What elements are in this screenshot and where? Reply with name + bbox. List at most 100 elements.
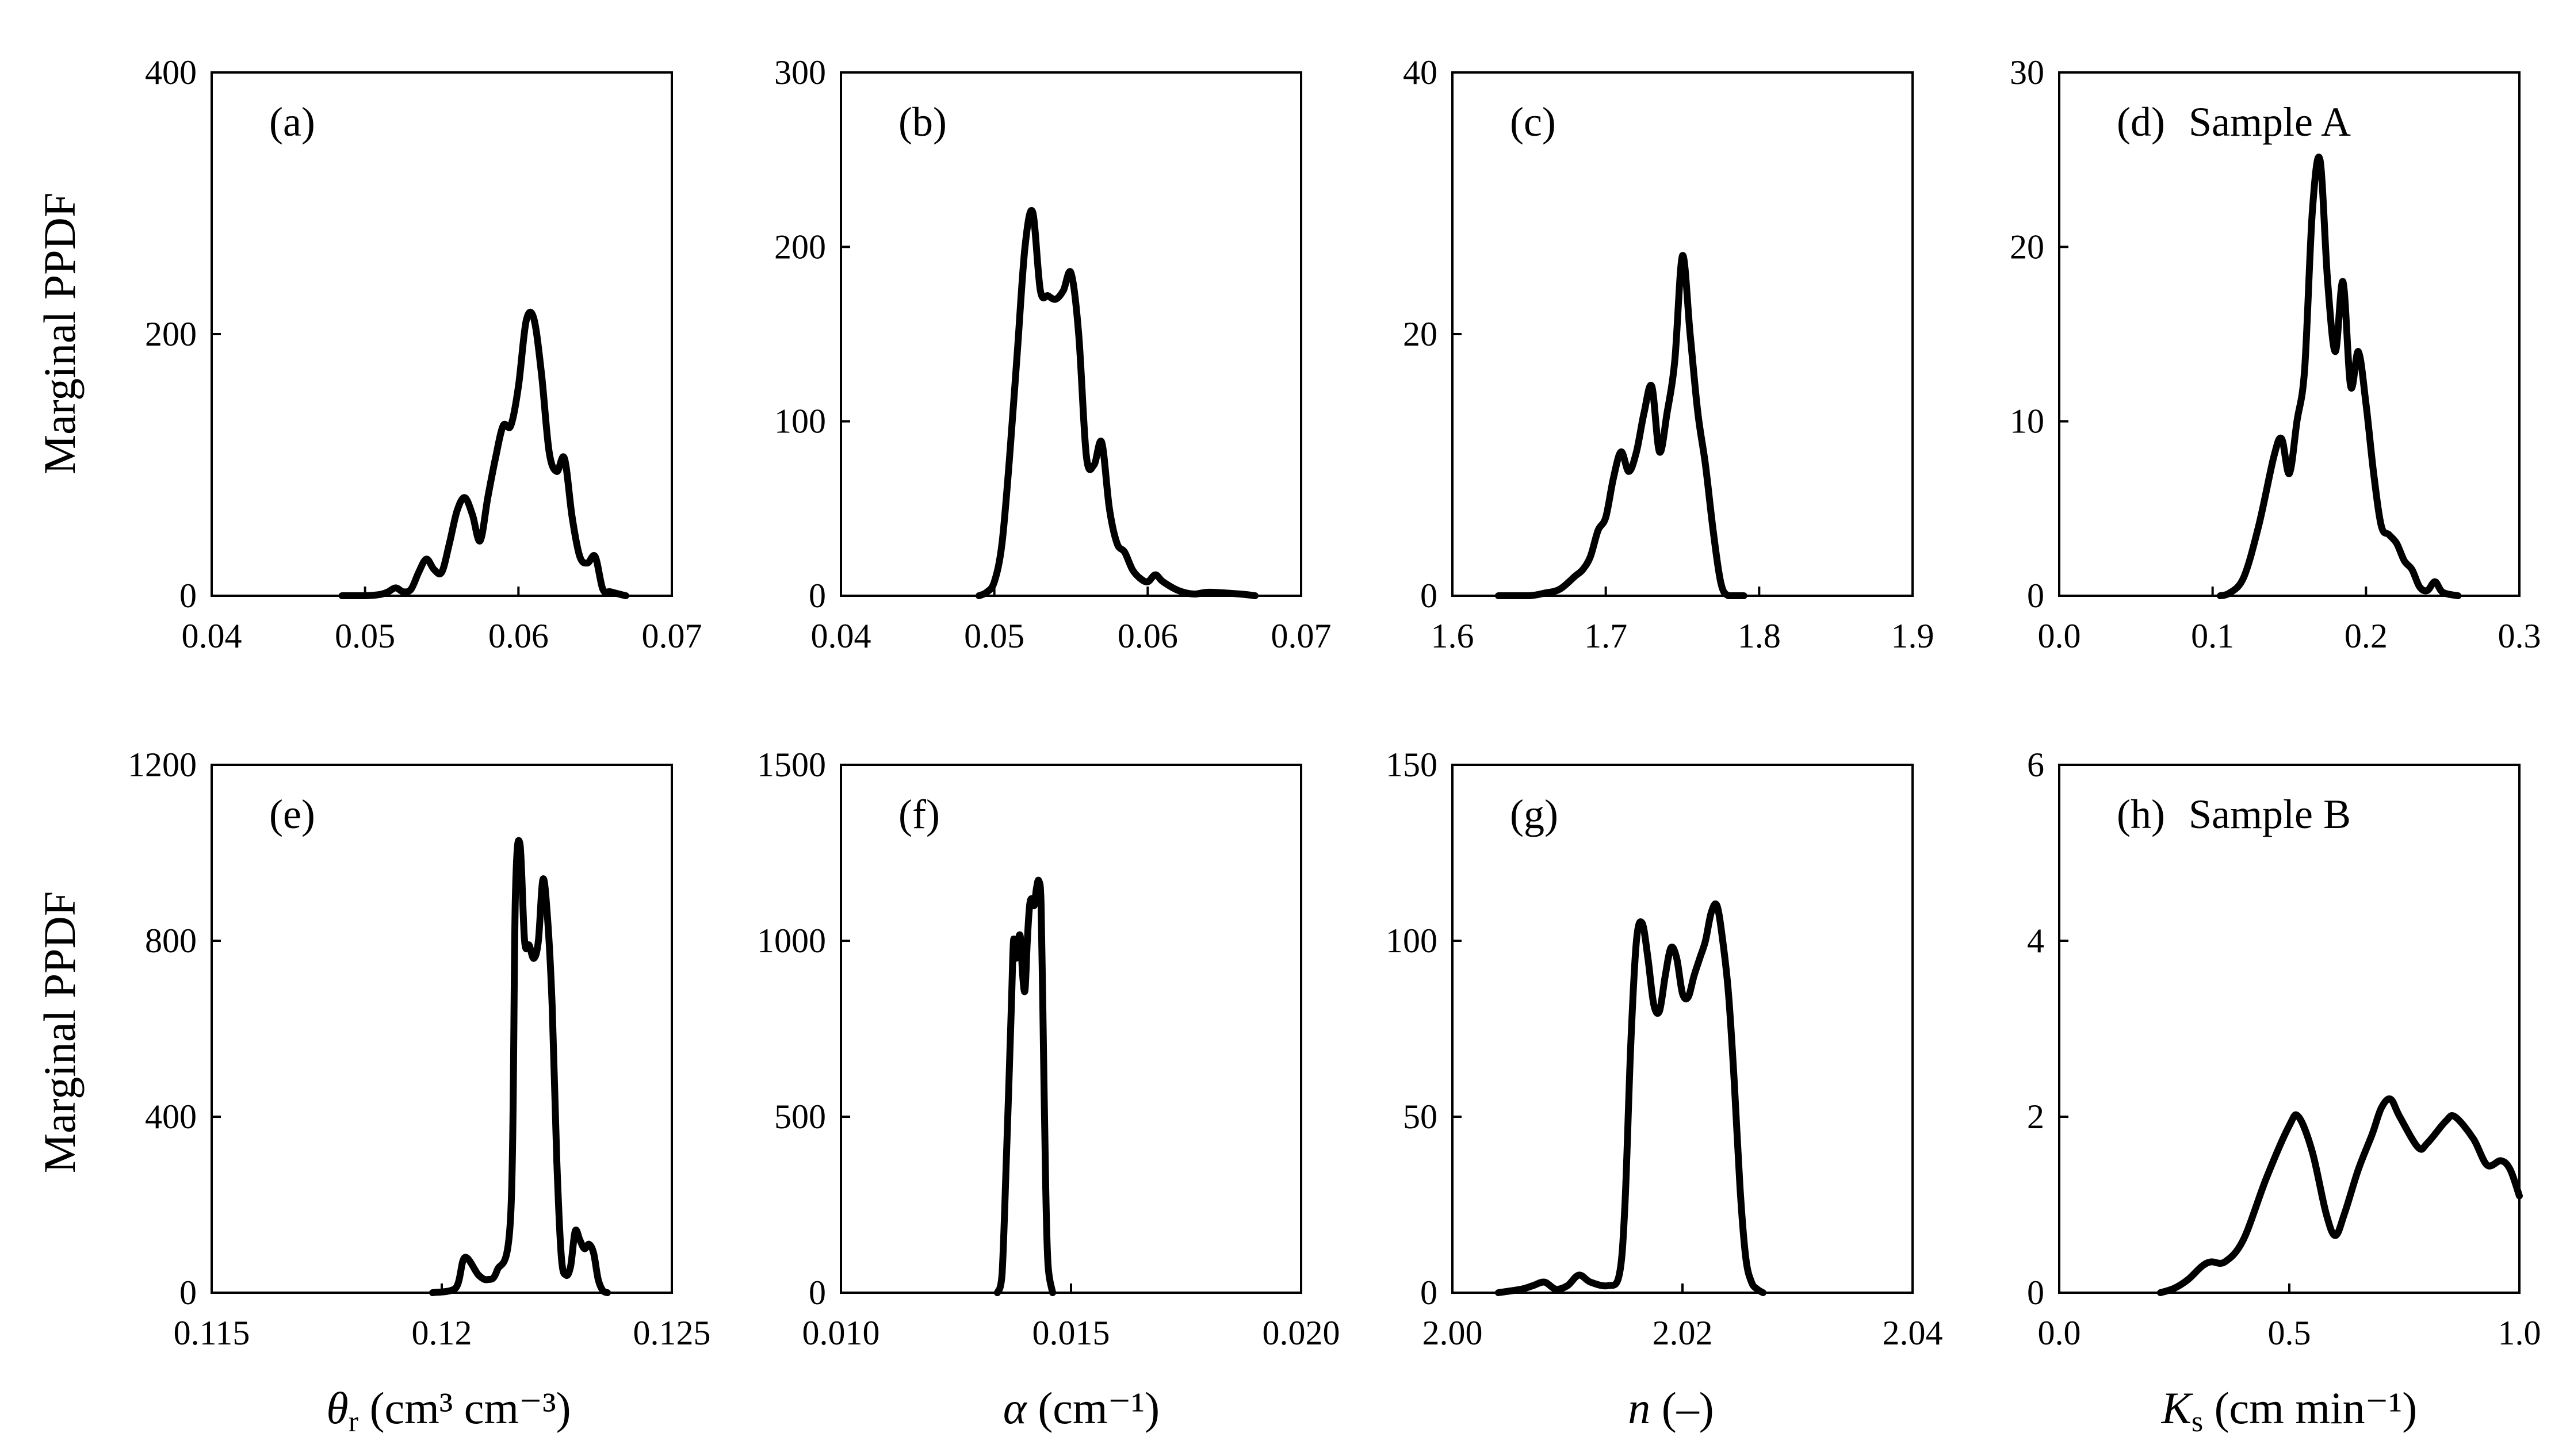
panel-label: (f) <box>898 791 940 837</box>
x-tick-label: 2.02 <box>1653 1314 1713 1352</box>
x-tick-label: 0.1 <box>2191 617 2234 655</box>
y-tick-label: 1500 <box>757 746 826 784</box>
y-tick-label: 150 <box>1386 746 1437 784</box>
panel-label: (a) <box>269 99 315 145</box>
xlabel-symbol: K <box>2161 1383 2194 1433</box>
x-tick-label: 0.0 <box>2038 617 2081 655</box>
x-tick-label: 1.0 <box>2498 1314 2541 1352</box>
density-curve <box>338 308 629 599</box>
panel-4: 0 10 20 30 0.0 0.1 0.2 0.3 (d) Sample A <box>2010 53 2541 655</box>
y-tick-label: 40 <box>1403 53 1437 91</box>
y-tick-label: 30 <box>2010 53 2044 91</box>
panel-label: (d) <box>2117 99 2165 145</box>
x-tick-label: 0.5 <box>2268 1314 2311 1352</box>
panel-8: 0 2 4 6 0.0 0.5 1.0 (h) Sample B <box>2027 746 2541 1352</box>
y-tick-label: 100 <box>774 403 826 440</box>
y-tick-label: 0 <box>179 577 197 615</box>
x-tick-label: 0.04 <box>182 617 242 655</box>
panel-3: 0 20 40 1.6 1.7 1.8 1.9 (c) <box>1403 53 1934 655</box>
density-curve <box>429 837 611 1296</box>
plot-frame <box>1451 71 1914 597</box>
x-tick-label: 0.2 <box>2345 617 2388 655</box>
y-tick-label: 0 <box>2027 1274 2044 1312</box>
density-curve <box>1495 900 1766 1296</box>
density-curve <box>1495 252 1747 599</box>
density-curve <box>2217 154 2462 599</box>
plot-frame <box>2058 764 2521 1294</box>
panel-7: 0 50 100 150 2.00 2.02 2.04 (g) <box>1386 746 1943 1352</box>
x-tick-label: 0.05 <box>335 617 395 655</box>
y-tick-label: 0 <box>809 577 826 615</box>
panel-6: 0 500 1000 1500 0.010 0.015 0.020 (f) <box>757 746 1340 1352</box>
x-tick-label: 1.6 <box>1431 617 1474 655</box>
panel-label: (g) <box>1510 791 1558 837</box>
plot-frame <box>1451 764 1914 1294</box>
x-tick-label: 0.04 <box>811 617 871 655</box>
y-tick-label: 20 <box>2010 228 2044 266</box>
plot-frame <box>211 71 673 597</box>
y-tick-label: 800 <box>145 922 197 960</box>
xlabel-ks: Ks (cm min⁻¹) <box>2161 1383 2417 1438</box>
x-tick-label: 0.125 <box>633 1314 711 1352</box>
plot-frame <box>840 71 1302 597</box>
x-tick-label: 0.07 <box>642 617 702 655</box>
y-tick-label: 500 <box>774 1098 826 1136</box>
y-tick-label: 300 <box>774 53 826 91</box>
plot-frame <box>840 764 1302 1294</box>
panel-2: 0 100 200 300 0.04 0.05 0.06 0.07 (b) <box>774 53 1332 655</box>
y-tick-label: 400 <box>145 53 197 91</box>
panel-1: 0 200 400 0.04 0.05 0.06 0.07 (a) <box>145 53 702 655</box>
x-tick-label: 0.015 <box>1032 1314 1110 1352</box>
y-tick-label: 50 <box>1403 1098 1437 1136</box>
y-tick-label: 0 <box>1420 1274 1437 1312</box>
panel-label: (e) <box>269 791 315 837</box>
density-curve <box>976 207 1259 599</box>
density-curve <box>2157 1095 2523 1296</box>
ylabel-row-1: Marginal PPDF <box>35 193 85 474</box>
x-tick-label: 2.04 <box>1883 1314 1943 1352</box>
sample-label: Sample B <box>2189 791 2351 837</box>
y-tick-label: 6 <box>2027 746 2044 784</box>
y-tick-label: 200 <box>145 315 197 353</box>
y-tick-label: 0 <box>809 1274 826 1312</box>
x-tick-label: 0.3 <box>2498 617 2541 655</box>
x-tick-label: 0.010 <box>802 1314 880 1352</box>
xlabel-subscript: s <box>2192 1405 2203 1438</box>
xlabel-symbol: n <box>1628 1383 1650 1433</box>
ylabel-row-2: Marginal PPDF <box>35 891 85 1173</box>
y-tick-label: 200 <box>774 228 826 266</box>
y-tick-label: 0 <box>2027 577 2044 615</box>
y-tick-label: 1200 <box>128 746 197 784</box>
y-tick-label: 2 <box>2027 1098 2044 1136</box>
y-tick-label: 1000 <box>757 922 826 960</box>
density-curve <box>994 876 1056 1296</box>
panel-label: (c) <box>1510 99 1556 145</box>
x-tick-label: 0.06 <box>1118 617 1178 655</box>
y-tick-label: 0 <box>1420 577 1437 615</box>
y-tick-label: 400 <box>145 1098 197 1136</box>
x-tick-label: 0.12 <box>412 1314 472 1352</box>
plot-frame <box>211 764 673 1294</box>
plot-frame <box>2058 71 2521 597</box>
x-tick-label: 0.07 <box>1271 617 1332 655</box>
y-tick-label: 20 <box>1403 315 1437 353</box>
x-tick-label: 0.020 <box>1263 1314 1340 1352</box>
xlabel-units: (cm min⁻¹) <box>2203 1383 2417 1433</box>
sample-label: Sample A <box>2189 99 2351 145</box>
y-tick-label: 0 <box>179 1274 197 1312</box>
panel-label: (h) <box>2117 791 2165 837</box>
xlabel-units: (–) <box>1650 1383 1714 1433</box>
xlabel-n: n (–) <box>1628 1383 1714 1433</box>
xlabel-alpha: α (cm⁻¹) <box>1003 1383 1160 1433</box>
xlabel-units: (cm⁻¹) <box>1027 1383 1160 1433</box>
x-tick-label: 0.05 <box>964 617 1024 655</box>
xlabel-theta-r: θr (cm³ cm⁻³) <box>326 1383 571 1438</box>
x-tick-label: 0.06 <box>488 617 549 655</box>
y-tick-label: 10 <box>2010 403 2044 440</box>
xlabel-subscript: r <box>349 1405 358 1438</box>
panel-label: (b) <box>898 99 947 145</box>
x-tick-label: 0.0 <box>2038 1314 2081 1352</box>
x-tick-label: 0.115 <box>174 1314 250 1352</box>
xlabel-units: (cm³ cm⁻³) <box>358 1383 571 1433</box>
